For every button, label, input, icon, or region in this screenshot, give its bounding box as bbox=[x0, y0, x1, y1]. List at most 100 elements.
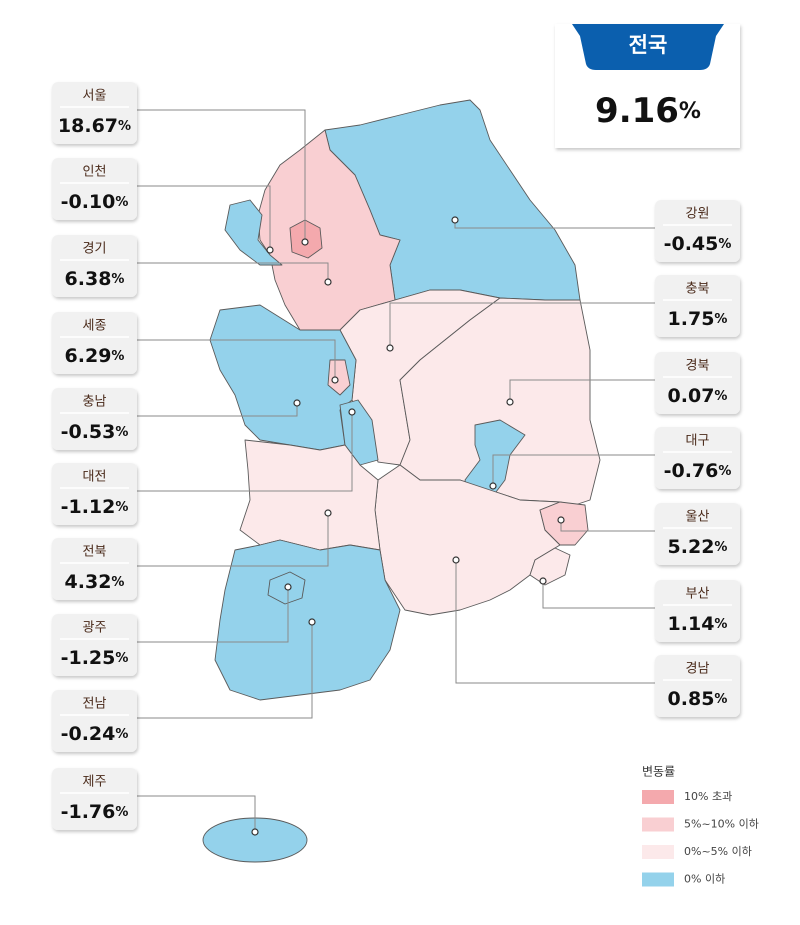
value-number: 5.22 bbox=[668, 536, 715, 558]
leader-line bbox=[137, 339, 336, 380]
region bbox=[327, 359, 351, 396]
regions bbox=[202, 99, 601, 863]
label-box bbox=[655, 275, 740, 337]
value-unit: % bbox=[115, 727, 128, 742]
value-number: 0.07 bbox=[668, 385, 715, 407]
leader-line bbox=[137, 185, 271, 250]
region-name: 경남 bbox=[686, 662, 710, 677]
leader-line bbox=[137, 587, 289, 643]
national-value: 9.16% bbox=[595, 91, 701, 131]
value-unit: % bbox=[115, 651, 128, 666]
label-box bbox=[655, 580, 740, 642]
value-unit: % bbox=[718, 237, 731, 252]
label-box bbox=[52, 614, 137, 676]
legend-swatch bbox=[642, 845, 674, 859]
pin bbox=[348, 408, 356, 416]
legend-label: 10% 초과 bbox=[684, 790, 732, 803]
region-value: 6.29% bbox=[65, 345, 125, 367]
value-number: -0.24 bbox=[61, 723, 116, 745]
leader-line bbox=[137, 622, 313, 719]
label-box bbox=[655, 503, 740, 565]
value-number: -1.76 bbox=[61, 801, 116, 823]
pin bbox=[539, 577, 547, 585]
region-name: 경북 bbox=[686, 359, 710, 374]
pin bbox=[308, 618, 316, 626]
legend-label: 0%~5% 이하 bbox=[684, 844, 752, 858]
leader-line bbox=[137, 412, 353, 492]
region-name: 전북 bbox=[83, 545, 107, 560]
pin bbox=[293, 399, 301, 407]
region bbox=[529, 547, 571, 586]
value-number: -0.76 bbox=[664, 460, 719, 482]
pin bbox=[324, 278, 332, 286]
region-value: 18.67% bbox=[58, 115, 131, 137]
national-name: 전국 bbox=[629, 33, 668, 57]
region bbox=[539, 501, 589, 546]
leader-line bbox=[560, 520, 655, 532]
leader-line bbox=[492, 454, 655, 486]
label-box bbox=[52, 538, 137, 600]
pin bbox=[331, 376, 339, 384]
region-value: 0.07% bbox=[668, 385, 728, 407]
region-name: 충남 bbox=[83, 395, 107, 410]
value-number: 4.32 bbox=[65, 571, 112, 593]
region-name: 제주 bbox=[83, 775, 107, 790]
region-name: 광주 bbox=[83, 621, 107, 636]
value-unit: % bbox=[118, 119, 131, 134]
value-number: -0.45 bbox=[664, 233, 719, 255]
value-number: 0.85 bbox=[668, 688, 715, 710]
national-unit: % bbox=[679, 99, 701, 124]
region-name: 대구 bbox=[686, 434, 710, 449]
pin bbox=[251, 828, 259, 836]
national-box: 전국 9.16% bbox=[555, 24, 740, 148]
pin bbox=[301, 238, 309, 246]
value-unit: % bbox=[714, 617, 727, 632]
value-number: -1.12 bbox=[61, 496, 116, 518]
value-unit: % bbox=[714, 692, 727, 707]
region-name: 세종 bbox=[83, 319, 107, 334]
value-unit: % bbox=[111, 272, 124, 287]
label-box bbox=[52, 768, 137, 830]
value-unit: % bbox=[718, 464, 731, 479]
national-number: 9.16 bbox=[595, 91, 679, 131]
label-box bbox=[52, 690, 137, 752]
legend-swatch bbox=[642, 817, 674, 832]
value-unit: % bbox=[115, 500, 128, 515]
leader-line bbox=[389, 302, 655, 348]
value-number: -1.25 bbox=[61, 647, 116, 669]
region-value: -1.76% bbox=[61, 801, 129, 823]
region-name: 전남 bbox=[83, 697, 107, 712]
label-box bbox=[655, 352, 740, 414]
leader-line bbox=[509, 379, 655, 402]
leader-line bbox=[137, 795, 256, 832]
legend-swatch bbox=[642, 872, 674, 887]
region-value: -0.53% bbox=[61, 421, 129, 443]
region-value: 6.38% bbox=[65, 268, 125, 290]
leader-line bbox=[137, 262, 329, 282]
label-box bbox=[655, 200, 740, 262]
value-unit: % bbox=[115, 425, 128, 440]
region-name: 경기 bbox=[83, 242, 107, 257]
pin bbox=[489, 482, 497, 490]
leader-line bbox=[455, 560, 655, 684]
label-box bbox=[52, 158, 137, 220]
legend-label: 0% 이하 bbox=[684, 872, 725, 886]
value-number: 1.14 bbox=[668, 613, 715, 635]
legend: 변동률 10% 초과 5%~10% 이하 0%~5% 이하 0% 이하 bbox=[642, 765, 759, 887]
pin bbox=[266, 246, 274, 254]
value-unit: % bbox=[111, 349, 124, 364]
region-value: 1.75% bbox=[668, 308, 728, 330]
pin bbox=[386, 344, 394, 352]
value-unit: % bbox=[714, 540, 727, 555]
pin bbox=[557, 516, 565, 524]
region-value: -0.45% bbox=[664, 233, 732, 255]
region-name: 서울 bbox=[83, 89, 107, 104]
pin bbox=[451, 216, 459, 224]
pin bbox=[324, 509, 332, 517]
region-name: 부산 bbox=[686, 587, 710, 602]
legend-swatch bbox=[642, 790, 674, 804]
value-unit: % bbox=[714, 389, 727, 404]
pin bbox=[284, 583, 292, 591]
label-box bbox=[655, 427, 740, 489]
